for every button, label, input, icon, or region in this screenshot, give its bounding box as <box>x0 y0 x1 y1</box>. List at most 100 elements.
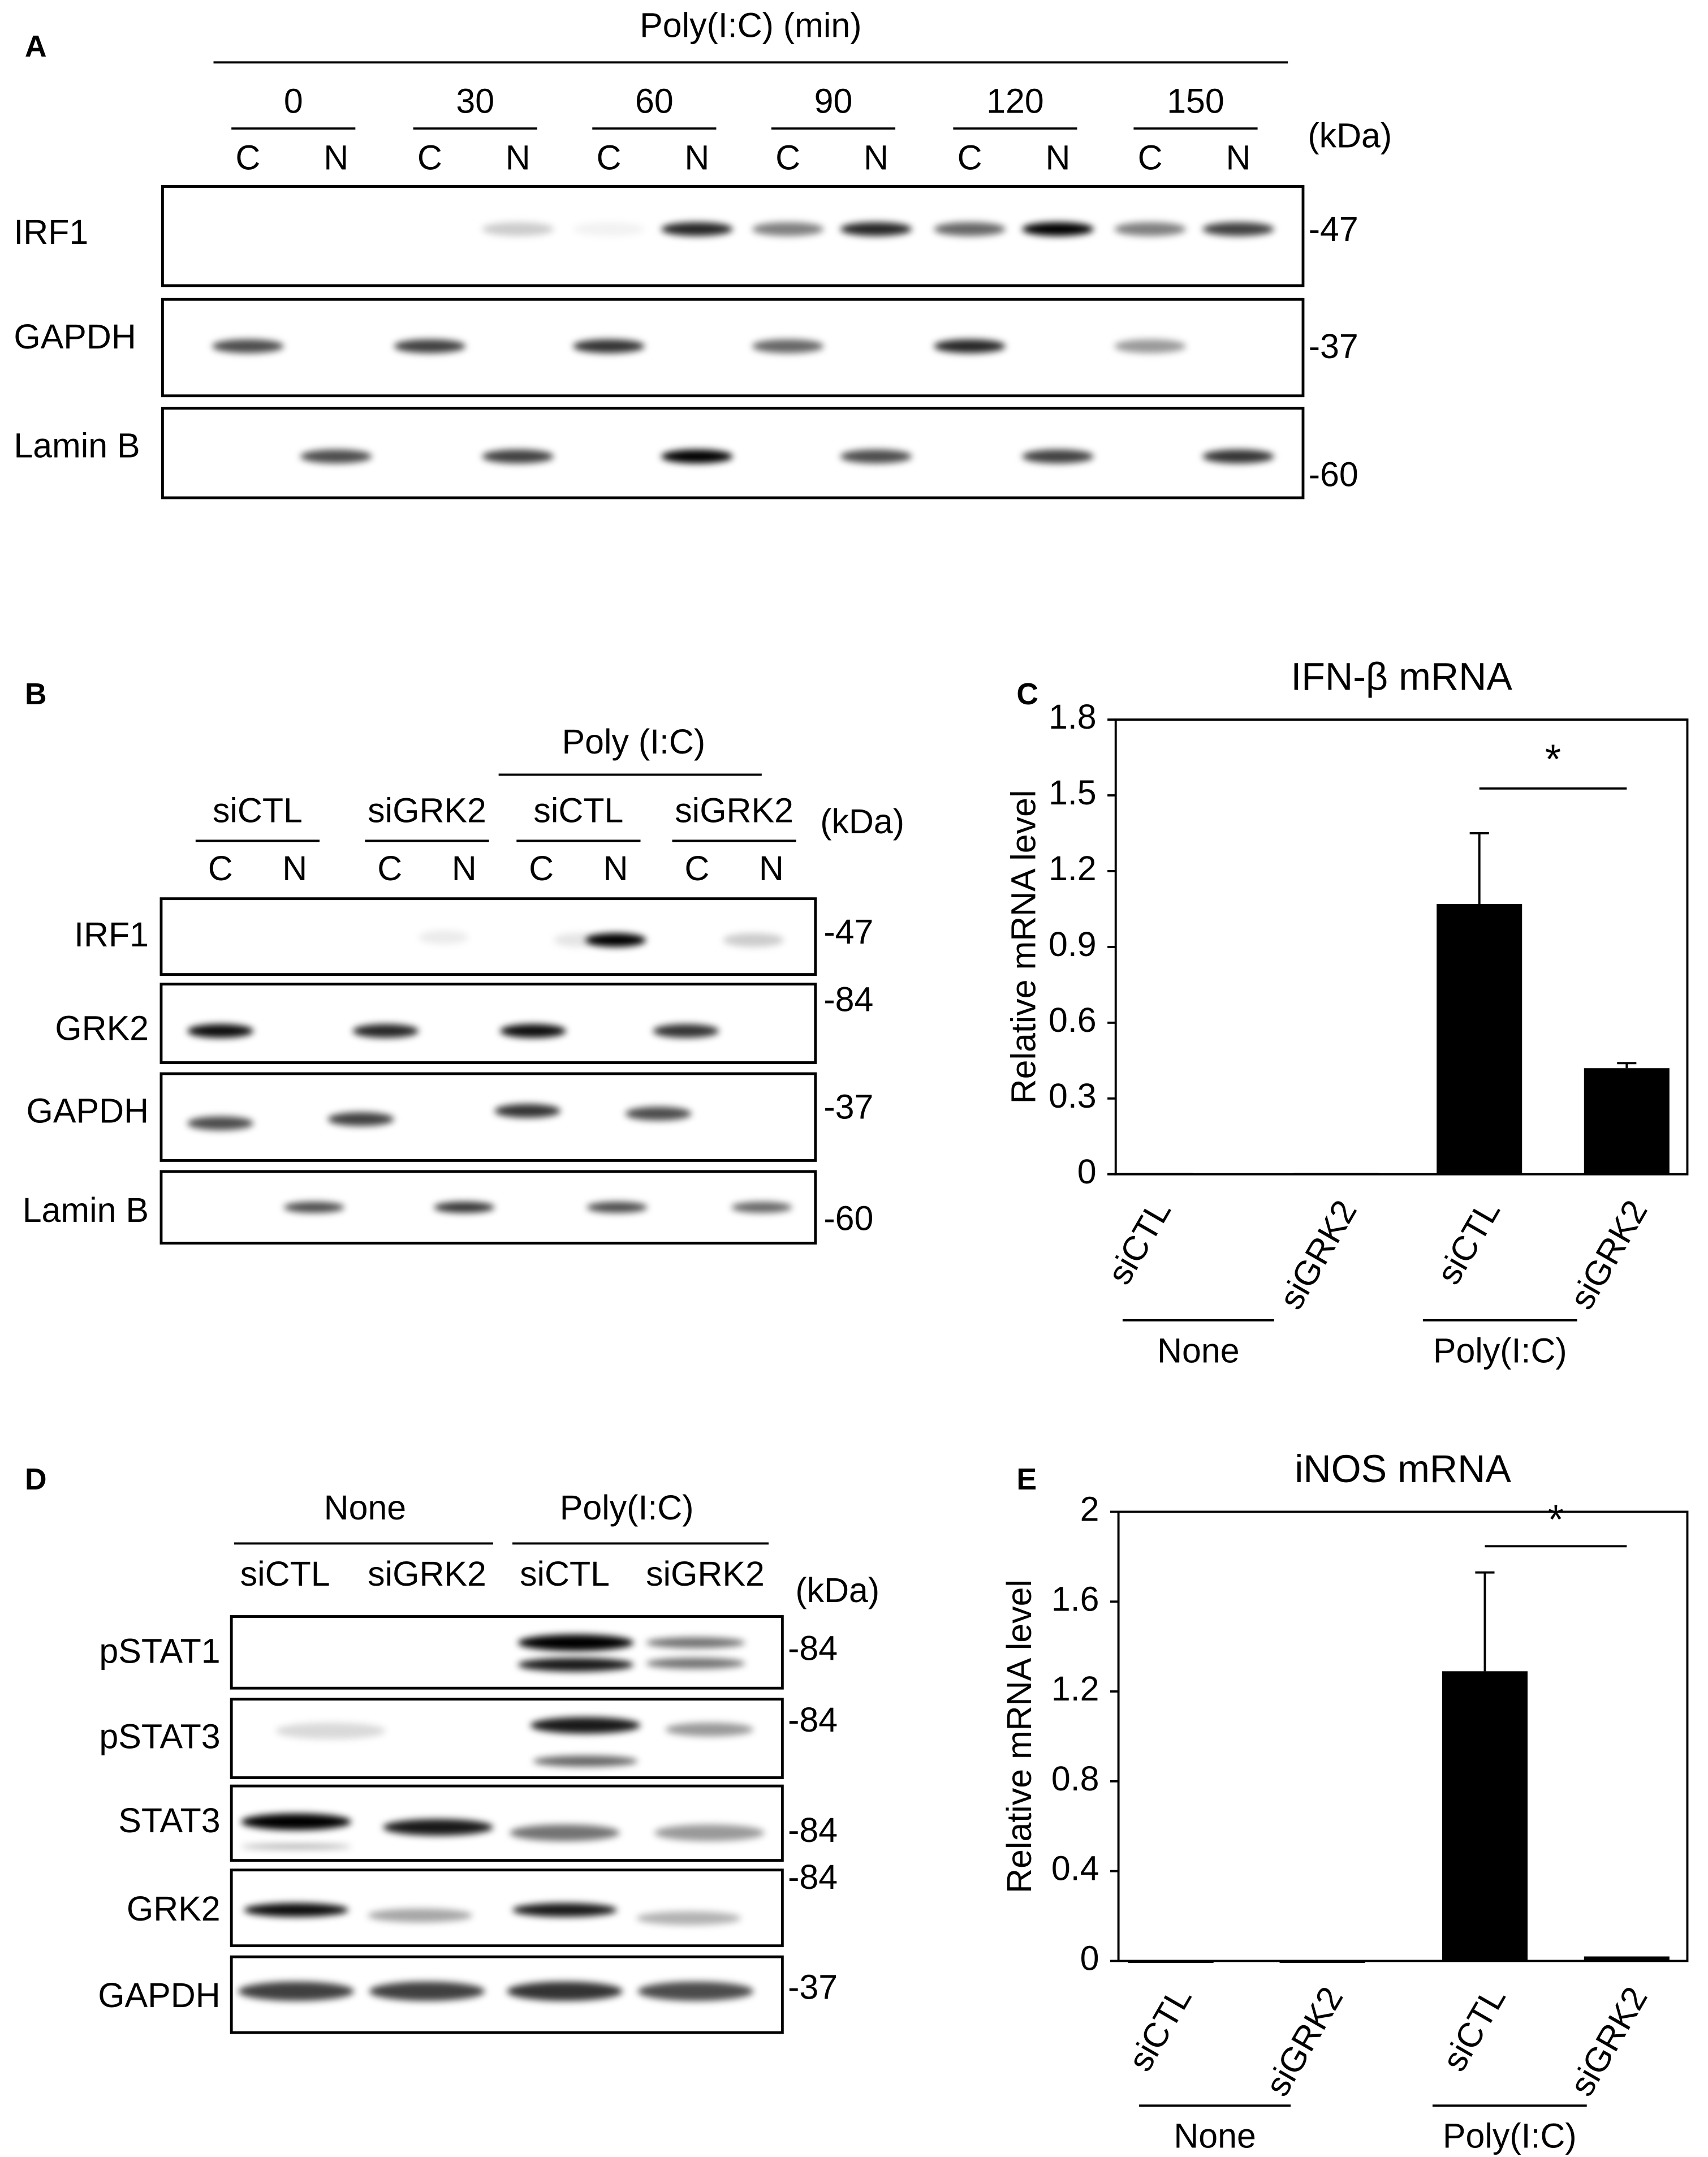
kda-unit: (kDa) <box>1308 116 1392 154</box>
blot-band <box>573 222 645 236</box>
fraction-label: C <box>957 138 982 176</box>
panel-label: C <box>1016 677 1038 711</box>
blot-band <box>510 1824 620 1841</box>
kda-unit: (kDa) <box>820 802 904 841</box>
group-label: siGRK2 <box>368 791 486 830</box>
time-label: 0 <box>284 81 303 120</box>
row-label: IRF1 <box>14 213 88 251</box>
y-tick-label: 0.3 <box>1049 1077 1097 1115</box>
row-label: IRF1 <box>74 915 149 954</box>
blot-band <box>1022 222 1094 236</box>
blot-band <box>585 933 646 947</box>
blot-band <box>646 1657 745 1669</box>
row-label: STAT3 <box>118 1801 220 1840</box>
group-label: None <box>324 1488 407 1527</box>
blot-band <box>625 1107 692 1121</box>
blot-band <box>275 1723 386 1740</box>
x-tick-label: siCTL <box>1120 1981 1198 2078</box>
x-tick-label: siCTL <box>1429 1194 1507 1291</box>
blot-band <box>500 1024 566 1038</box>
blot-band <box>394 222 466 236</box>
blot-band <box>840 222 912 236</box>
blot-band <box>533 1755 638 1767</box>
y-tick-label: 1.6 <box>1051 1579 1099 1618</box>
blot-band <box>482 222 554 236</box>
fraction-label: N <box>759 849 784 888</box>
blot-band <box>646 1637 745 1648</box>
fraction-label: C <box>775 138 800 176</box>
blot-band <box>637 1981 754 2001</box>
blot-frame <box>230 1615 784 1690</box>
panel-label: B <box>25 677 47 711</box>
group-label: None <box>1174 2117 1256 2155</box>
blot-band <box>300 222 372 236</box>
group-label: Poly(I:C) <box>1433 1331 1567 1370</box>
panel-label: A <box>25 29 47 63</box>
blot-band <box>573 339 645 354</box>
plot-frame <box>1117 1510 1689 1962</box>
fraction-label: C <box>235 138 260 176</box>
y-tick-label: 0.8 <box>1051 1759 1099 1798</box>
kda-marker: -84 <box>788 1858 838 1896</box>
x-tick-label: siGRK2 <box>1562 1981 1655 2103</box>
blot-band <box>212 222 284 236</box>
chart-title: IFN-β mRNA <box>1291 655 1512 698</box>
time-label: 30 <box>456 81 494 120</box>
x-tick-label: siGRK2 <box>1562 1194 1655 1316</box>
kda-unit: (kDa) <box>795 1571 879 1609</box>
fraction-label: N <box>282 849 307 888</box>
blot-band <box>394 339 466 354</box>
row-label: Lamin B <box>14 426 140 464</box>
group-label: siCTL <box>533 791 623 830</box>
bar <box>1584 1068 1670 1174</box>
kda-marker: -84 <box>788 1629 838 1668</box>
blot-band <box>187 1024 254 1038</box>
fraction-label: N <box>684 138 709 176</box>
row-label: GRK2 <box>55 1009 149 1048</box>
kda-marker: -60 <box>823 1199 873 1238</box>
group-label: Poly(I:C) <box>1443 2117 1577 2155</box>
fraction-label: C <box>417 138 442 176</box>
kda-marker: -37 <box>823 1087 873 1126</box>
fraction-label: N <box>1226 138 1251 176</box>
group-label: Poly(I:C) <box>560 1488 694 1527</box>
group-label: siCTL <box>213 791 303 830</box>
blot-band <box>369 1981 485 2001</box>
group-label: siGRK2 <box>675 791 793 830</box>
blot-frame <box>159 1072 817 1162</box>
bar <box>1128 1961 1214 1964</box>
blot-band <box>517 1657 634 1672</box>
blot-band <box>494 1104 561 1118</box>
fraction-label: C <box>208 849 233 888</box>
y-tick-label: 0 <box>1080 1939 1099 1978</box>
kda-marker: -47 <box>823 912 873 951</box>
y-tick-label: 0.9 <box>1049 925 1097 963</box>
significance-mark: * <box>1548 1497 1564 1543</box>
blot-band <box>300 449 372 464</box>
treatment-label: Poly (I:C) <box>562 722 705 761</box>
blot-frame <box>161 298 1305 398</box>
blot-band <box>723 933 784 947</box>
time-label: 120 <box>986 81 1044 120</box>
row-label: pSTAT1 <box>99 1631 220 1670</box>
blot-band <box>187 1116 254 1130</box>
blot-band <box>244 1903 349 1917</box>
x-tick-label: siGRK2 <box>1271 1194 1364 1316</box>
y-tick-label: 1.2 <box>1049 849 1097 888</box>
y-tick-label: 1.5 <box>1049 773 1097 812</box>
blot-band <box>383 1819 493 1836</box>
blot-band <box>434 1202 495 1213</box>
blot-band <box>352 1024 419 1038</box>
time-label: 150 <box>1167 81 1224 120</box>
blot-band <box>654 1824 765 1841</box>
kda-marker: -37 <box>788 1968 838 2007</box>
fraction-label: C <box>529 849 554 888</box>
y-tick-label: 1.8 <box>1049 698 1097 736</box>
time-label: 60 <box>635 81 674 120</box>
panel-label: D <box>25 1462 47 1496</box>
time-label: 90 <box>814 81 853 120</box>
blot-band <box>752 222 824 236</box>
blot-band <box>507 1981 623 2001</box>
kda-marker: -84 <box>788 1811 838 1849</box>
